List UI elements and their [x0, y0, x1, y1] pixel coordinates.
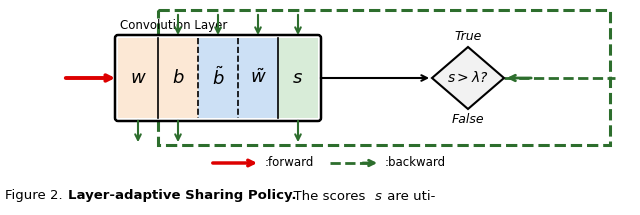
- Text: $s$: $s$: [292, 69, 303, 87]
- Text: :forward: :forward: [265, 157, 314, 169]
- Text: The scores: The scores: [285, 189, 370, 203]
- Text: $\tilde{b}$: $\tilde{b}$: [212, 67, 224, 89]
- Bar: [118, 38, 158, 118]
- Text: are uti-: are uti-: [383, 189, 435, 203]
- Text: Layer-adaptive Sharing Policy.: Layer-adaptive Sharing Policy.: [68, 189, 296, 203]
- Text: s: s: [375, 189, 382, 203]
- Text: $b$: $b$: [172, 69, 184, 87]
- Bar: [158, 38, 198, 118]
- Bar: [158, 10, 610, 145]
- Bar: [198, 38, 238, 118]
- Text: $s > \lambda$?: $s > \lambda$?: [447, 71, 489, 86]
- Text: $\tilde{w}$: $\tilde{w}$: [250, 69, 266, 87]
- Text: Convolution Layer: Convolution Layer: [120, 19, 227, 32]
- Text: $w$: $w$: [130, 69, 147, 87]
- Text: True: True: [454, 30, 482, 43]
- Polygon shape: [432, 47, 504, 109]
- Text: False: False: [452, 113, 484, 126]
- Bar: [238, 38, 278, 118]
- Text: Figure 2.: Figure 2.: [5, 189, 67, 203]
- Bar: [278, 38, 318, 118]
- Text: :backward: :backward: [385, 157, 446, 169]
